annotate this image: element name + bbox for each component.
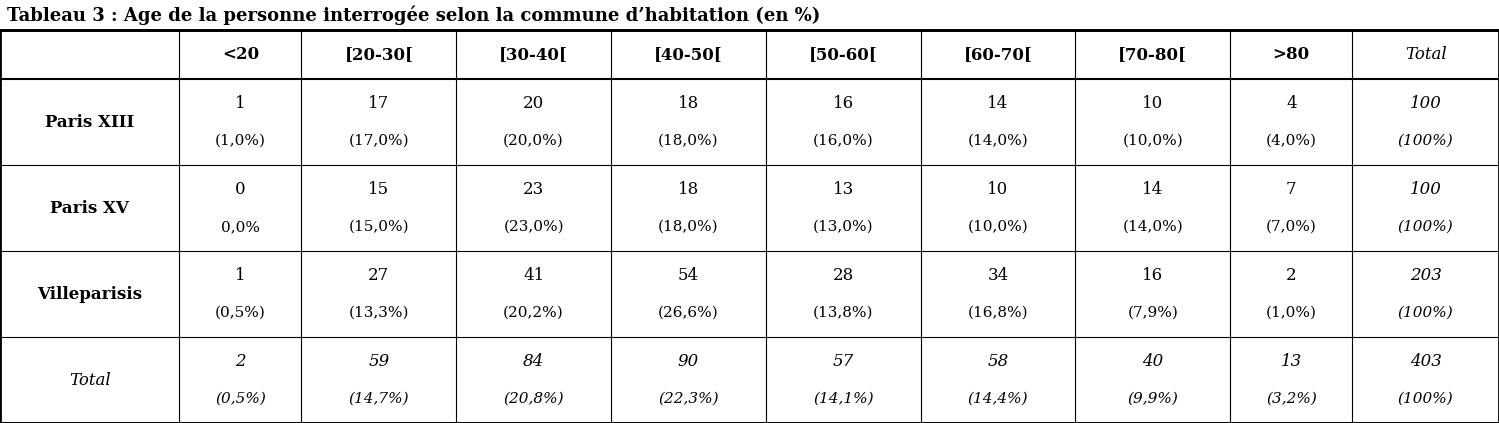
Text: 0,0%: 0,0% bbox=[220, 220, 259, 234]
Text: 13: 13 bbox=[1280, 353, 1303, 370]
Text: (7,9%): (7,9%) bbox=[1127, 306, 1178, 320]
Text: 10: 10 bbox=[1142, 95, 1163, 112]
Text: 4: 4 bbox=[1286, 95, 1297, 112]
Text: 2: 2 bbox=[235, 353, 246, 370]
Text: (14,7%): (14,7%) bbox=[348, 392, 409, 406]
Text: (14,0%): (14,0%) bbox=[1123, 220, 1183, 234]
Text: (18,0%): (18,0%) bbox=[658, 134, 718, 148]
Text: (26,6%): (26,6%) bbox=[658, 306, 720, 320]
Text: 16: 16 bbox=[1142, 266, 1163, 284]
Text: (14,1%): (14,1%) bbox=[812, 392, 874, 406]
Text: 27: 27 bbox=[369, 266, 390, 284]
Text: (13,0%): (13,0%) bbox=[812, 220, 874, 234]
Text: 20: 20 bbox=[523, 95, 544, 112]
Text: (16,0%): (16,0%) bbox=[812, 134, 874, 148]
Text: 58: 58 bbox=[988, 353, 1009, 370]
Text: (100%): (100%) bbox=[1397, 306, 1454, 320]
Text: 54: 54 bbox=[678, 266, 699, 284]
Text: 84: 84 bbox=[523, 353, 544, 370]
Text: 90: 90 bbox=[678, 353, 699, 370]
Text: 18: 18 bbox=[678, 95, 699, 112]
Text: 403: 403 bbox=[1409, 353, 1442, 370]
Text: 13: 13 bbox=[832, 181, 854, 198]
Text: Total: Total bbox=[1405, 46, 1447, 63]
Text: 15: 15 bbox=[369, 181, 390, 198]
Text: 41: 41 bbox=[523, 266, 544, 284]
Text: 17: 17 bbox=[369, 95, 390, 112]
Text: 59: 59 bbox=[369, 353, 390, 370]
Text: 16: 16 bbox=[832, 95, 854, 112]
Text: 14: 14 bbox=[1142, 181, 1163, 198]
Text: (17,0%): (17,0%) bbox=[348, 134, 409, 148]
Text: 23: 23 bbox=[523, 181, 544, 198]
Text: >80: >80 bbox=[1273, 46, 1310, 63]
Text: (14,0%): (14,0%) bbox=[967, 134, 1028, 148]
Text: <20: <20 bbox=[222, 46, 259, 63]
Text: (1,0%): (1,0%) bbox=[1265, 306, 1316, 320]
Text: (3,2%): (3,2%) bbox=[1265, 392, 1316, 406]
Text: 1: 1 bbox=[235, 266, 246, 284]
Text: (100%): (100%) bbox=[1397, 134, 1454, 148]
Text: [30-40[: [30-40[ bbox=[499, 46, 568, 63]
Text: (0,5%): (0,5%) bbox=[214, 306, 265, 320]
Text: [70-80[: [70-80[ bbox=[1118, 46, 1187, 63]
Text: 0: 0 bbox=[235, 181, 246, 198]
Text: 10: 10 bbox=[988, 181, 1009, 198]
Text: 2: 2 bbox=[1286, 266, 1297, 284]
Text: Total: Total bbox=[69, 371, 111, 388]
Text: 203: 203 bbox=[1409, 266, 1442, 284]
Text: 57: 57 bbox=[832, 353, 854, 370]
Text: 18: 18 bbox=[678, 181, 699, 198]
Text: 28: 28 bbox=[832, 266, 854, 284]
Text: (22,3%): (22,3%) bbox=[658, 392, 718, 406]
Text: (20,8%): (20,8%) bbox=[504, 392, 564, 406]
Text: (13,3%): (13,3%) bbox=[349, 306, 409, 320]
Text: 40: 40 bbox=[1142, 353, 1163, 370]
Text: (13,8%): (13,8%) bbox=[812, 306, 874, 320]
Text: [50-60[: [50-60[ bbox=[809, 46, 877, 63]
Text: (20,2%): (20,2%) bbox=[504, 306, 564, 320]
Text: (18,0%): (18,0%) bbox=[658, 220, 718, 234]
Text: [60-70[: [60-70[ bbox=[964, 46, 1033, 63]
Text: (23,0%): (23,0%) bbox=[504, 220, 564, 234]
Text: (10,0%): (10,0%) bbox=[967, 220, 1028, 234]
Text: 100: 100 bbox=[1409, 95, 1442, 112]
Text: 100: 100 bbox=[1409, 181, 1442, 198]
Text: (4,0%): (4,0%) bbox=[1265, 134, 1316, 148]
Text: 34: 34 bbox=[988, 266, 1009, 284]
Text: (16,8%): (16,8%) bbox=[968, 306, 1028, 320]
Text: Villeparisis: Villeparisis bbox=[37, 286, 142, 302]
Text: (1,0%): (1,0%) bbox=[214, 134, 265, 148]
Text: (20,0%): (20,0%) bbox=[504, 134, 564, 148]
Text: (9,9%): (9,9%) bbox=[1127, 392, 1178, 406]
Text: (14,4%): (14,4%) bbox=[968, 392, 1028, 406]
Text: (100%): (100%) bbox=[1397, 392, 1454, 406]
Text: (10,0%): (10,0%) bbox=[1123, 134, 1183, 148]
Text: [40-50[: [40-50[ bbox=[654, 46, 723, 63]
Text: 1: 1 bbox=[235, 95, 246, 112]
Text: (100%): (100%) bbox=[1397, 220, 1454, 234]
Text: 7: 7 bbox=[1286, 181, 1297, 198]
Text: Tableau 3 : Age de la personne interrogée selon la commune d’habitation (en %): Tableau 3 : Age de la personne interrogé… bbox=[7, 5, 821, 25]
Text: [20-30[: [20-30[ bbox=[345, 46, 414, 63]
Text: Paris XIII: Paris XIII bbox=[45, 114, 135, 131]
Text: (7,0%): (7,0%) bbox=[1265, 220, 1316, 234]
Text: 14: 14 bbox=[988, 95, 1009, 112]
Text: (0,5%): (0,5%) bbox=[214, 392, 265, 406]
Text: Paris XV: Paris XV bbox=[49, 200, 129, 217]
Text: (15,0%): (15,0%) bbox=[348, 220, 409, 234]
